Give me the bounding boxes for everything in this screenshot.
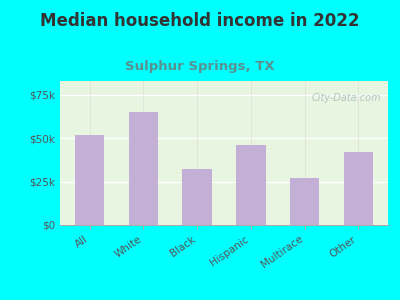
Bar [236, 145, 266, 225]
Bar [182, 169, 212, 225]
Text: Sulphur Springs, TX: Sulphur Springs, TX [125, 60, 275, 73]
Text: Median household income in 2022: Median household income in 2022 [40, 12, 360, 30]
Bar [290, 178, 319, 225]
Text: City-Data.com: City-Data.com [312, 92, 382, 103]
Bar [129, 112, 158, 225]
Bar [344, 152, 373, 225]
Bar [75, 135, 104, 225]
